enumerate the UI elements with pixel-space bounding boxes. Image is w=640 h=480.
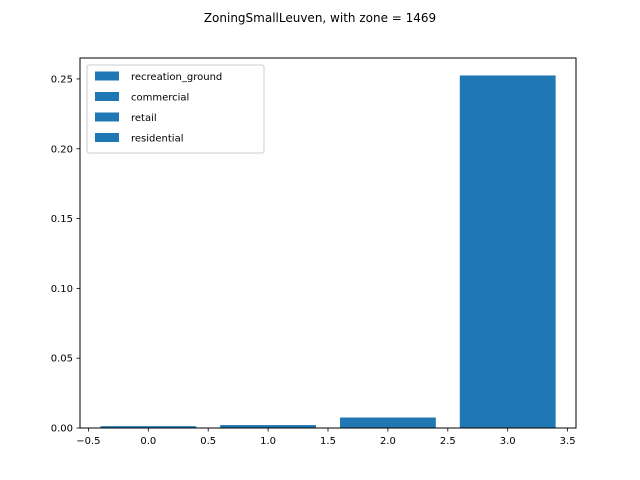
y-tick-label: 0.15 — [51, 214, 73, 225]
legend-swatch — [95, 92, 119, 101]
y-tick-label: 0.20 — [51, 144, 73, 155]
bar-retail — [339, 417, 436, 428]
bars-group — [100, 75, 556, 429]
x-tick-label: 0.0 — [140, 436, 156, 447]
x-tick-label: −0.5 — [76, 436, 100, 447]
legend-label: recreation_ground — [131, 72, 222, 83]
bar-residential — [459, 75, 556, 429]
legend-label: retail — [131, 113, 157, 124]
legend-label: residential — [131, 134, 183, 145]
y-tick-label: 0.00 — [51, 424, 73, 435]
x-tick-label: 1.0 — [260, 436, 276, 447]
x-tick-label: 2.5 — [440, 436, 456, 447]
legend-swatch — [95, 112, 119, 122]
legend-box — [86, 64, 265, 154]
y-tick-label: 0.10 — [51, 284, 73, 295]
bar-recreation-ground — [100, 426, 197, 428]
y-axis: 0.00 0.05 0.10 0.15 0.20 0.25 — [51, 74, 80, 435]
x-tick-label: 3.0 — [500, 436, 516, 447]
x-tick-label: 1.5 — [320, 436, 336, 447]
legend: recreation_ground commercial retail residen… — [86, 64, 265, 154]
bar-commercial — [220, 425, 317, 428]
legend-swatch — [95, 71, 119, 81]
x-tick-label: 3.5 — [560, 436, 576, 447]
y-tick-label: 0.05 — [51, 354, 73, 365]
legend-label: commercial — [131, 93, 189, 104]
legend-swatch — [95, 133, 119, 142]
y-tick-label: 0.25 — [51, 74, 73, 85]
x-axis: −0.5 0.0 0.5 1.0 1.5 2.0 2.5 3.0 3.5 — [76, 428, 576, 447]
chart-title: ZoningSmallLeuven, with zone = 1469 — [204, 11, 436, 25]
x-tick-label: 0.5 — [200, 436, 216, 447]
x-tick-label: 2.0 — [380, 436, 396, 447]
